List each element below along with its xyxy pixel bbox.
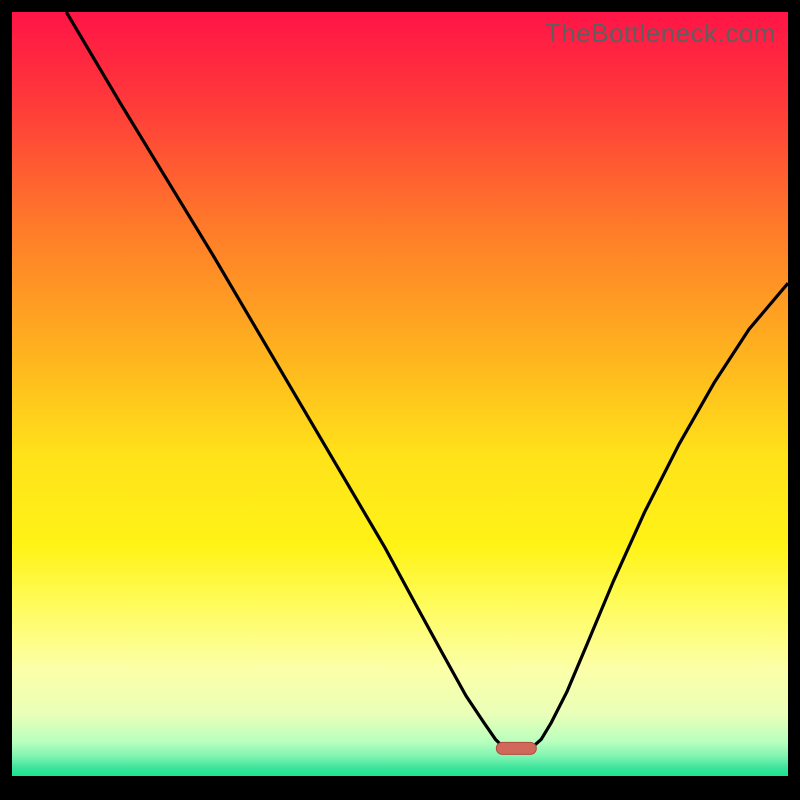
bottleneck-curve bbox=[12, 12, 788, 776]
plot-area: TheBottleneck.com bbox=[12, 12, 788, 776]
optimal-marker bbox=[496, 742, 536, 754]
